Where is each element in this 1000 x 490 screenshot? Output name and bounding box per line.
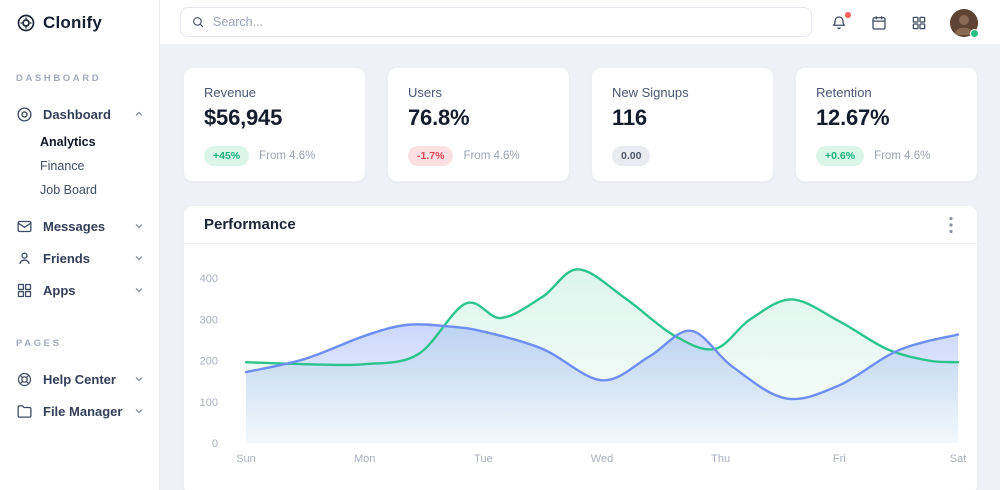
stat-badge: -1.7% xyxy=(408,146,454,166)
x-axis-label: Tue xyxy=(474,453,493,465)
x-axis-label: Fri xyxy=(833,453,846,465)
chevron-down-icon[interactable] xyxy=(133,405,145,417)
y-axis-tick-label: 400 xyxy=(200,273,218,285)
user-icon xyxy=(16,250,33,267)
x-axis-label: Mon xyxy=(354,453,375,465)
chevron-down-icon[interactable] xyxy=(133,373,145,385)
sidebar-item-file-manager[interactable]: File Manager xyxy=(0,395,159,427)
sidebar-item-label: Dashboard xyxy=(43,106,111,122)
performance-title: Performance xyxy=(204,216,296,233)
sidebar: Clonify DASHBOARD Dashboard Analytics Fi… xyxy=(0,0,160,490)
brand-logo[interactable]: Clonify xyxy=(0,0,159,33)
stat-title: New Signups xyxy=(612,85,689,100)
online-status-dot xyxy=(970,28,979,38)
y-axis-tick-label: 300 xyxy=(200,314,218,326)
y-axis-tick-label: 100 xyxy=(200,397,218,409)
sidebar-item-apps[interactable]: Apps xyxy=(0,274,159,306)
stat-title: Users xyxy=(408,85,442,100)
series-green-line xyxy=(244,268,960,367)
sidebar-section-label-pages: PAGES xyxy=(16,338,62,349)
sidebar-item-messages[interactable]: Messages xyxy=(0,210,159,242)
stat-value: 76.8% xyxy=(408,105,470,130)
grid-icon xyxy=(16,282,33,299)
search-box[interactable] xyxy=(180,7,812,37)
series-blue-line xyxy=(244,323,960,401)
stat-badge: +45% xyxy=(204,146,250,166)
sidebar-subitem-job-board[interactable]: Job Board xyxy=(40,183,97,197)
sidebar-item-label: File Manager xyxy=(43,403,123,419)
topbar xyxy=(160,0,1000,45)
stat-note: From 4.6% xyxy=(259,150,316,162)
sidebar-section-label-dashboard: DASHBOARD xyxy=(16,73,102,84)
brand-name: Clonify xyxy=(43,13,103,32)
mail-icon xyxy=(16,218,33,235)
stat-card-users: Users 76.8% -1.7% From 4.6% xyxy=(387,67,570,182)
dashboard-icon xyxy=(16,106,33,123)
kebab-menu-icon[interactable] xyxy=(943,215,959,235)
stat-note: From 4.6% xyxy=(874,150,931,162)
user-avatar[interactable] xyxy=(950,8,979,38)
lifebuoy-icon xyxy=(16,371,33,388)
y-axis-tick-label: 200 xyxy=(200,356,218,368)
apps-grid-icon[interactable] xyxy=(910,14,928,32)
search-icon xyxy=(193,17,204,28)
stat-card-new-signups: New Signups 116 0.00 xyxy=(591,67,774,182)
topbar-actions xyxy=(830,0,979,45)
chevron-down-icon[interactable] xyxy=(133,284,145,296)
stat-value: $56,945 xyxy=(204,105,283,130)
stat-value: 116 xyxy=(612,105,647,130)
stat-badge: 0.00 xyxy=(612,146,651,166)
notification-dot xyxy=(845,11,851,18)
x-axis-label: Sat xyxy=(950,453,967,465)
performance-area-chart: 0 100 200 300 400 Sun Mon Tue Wed Thu Fri Sat xyxy=(200,268,967,465)
bell-icon[interactable] xyxy=(830,11,851,32)
chevron-down-icon[interactable] xyxy=(133,220,145,232)
sidebar-item-friends[interactable]: Friends xyxy=(0,242,159,274)
x-axis-label: Wed xyxy=(591,453,613,465)
sidebar-item-label: Help Center xyxy=(43,371,116,387)
sidebar-item-label: Messages xyxy=(43,218,106,234)
sidebar-item-label: Apps xyxy=(43,282,76,298)
stat-value: 12.67% xyxy=(816,105,890,130)
performance-card-header: Performance xyxy=(184,206,977,244)
performance-card: Performance 0 100 200 300 400 Sun Mon Tue Wed Thu… xyxy=(183,205,978,490)
stat-card-revenue: Revenue $56,945 +45% From 4.6% xyxy=(183,67,366,182)
search-input[interactable] xyxy=(213,15,801,29)
chevron-down-icon[interactable] xyxy=(133,252,145,264)
sidebar-item-label: Friends xyxy=(43,250,90,266)
series-blue-area xyxy=(246,324,958,443)
stat-cards-row: Revenue $56,945 +45% From 4.6% Users 76.… xyxy=(183,67,978,182)
y-axis-tick-label: 0 xyxy=(212,438,218,450)
stat-title: Retention xyxy=(816,85,872,100)
calendar-icon[interactable] xyxy=(870,14,888,32)
sidebar-subitem-analytics[interactable]: Analytics xyxy=(40,135,96,149)
main-content: Revenue $56,945 +45% From 4.6% Users 76.… xyxy=(160,45,1000,490)
x-axis-label: Thu xyxy=(711,453,730,465)
clonify-logo-icon xyxy=(17,14,35,32)
chevron-up-icon[interactable] xyxy=(133,108,145,120)
stat-badge: +0.6% xyxy=(816,146,865,166)
stat-card-retention: Retention 12.67% +0.6% From 4.6% xyxy=(795,67,978,182)
x-axis-label: Sun xyxy=(236,453,256,465)
sidebar-item-dashboard[interactable]: Dashboard xyxy=(0,98,159,130)
sidebar-subitem-finance[interactable]: Finance xyxy=(40,159,85,173)
stat-title: Revenue xyxy=(204,85,257,100)
folder-icon xyxy=(16,403,33,420)
stat-note: From 4.6% xyxy=(463,150,520,162)
sidebar-item-help-center[interactable]: Help Center xyxy=(0,363,159,395)
